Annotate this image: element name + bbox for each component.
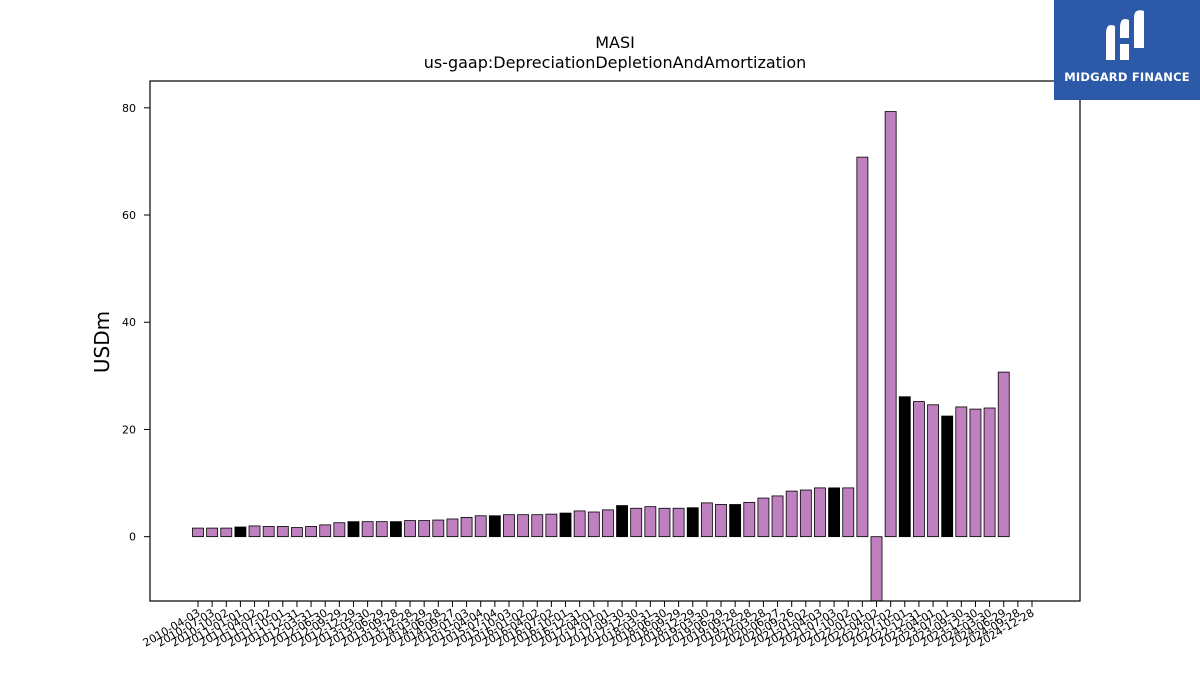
bar [913,401,925,538]
bar [771,495,784,538]
bar [658,507,671,538]
y-axis-label: USDm [90,311,114,373]
y-tick-label: 20 [122,423,136,436]
bar [941,415,954,538]
bar [700,502,713,538]
bar [503,514,515,538]
bar [474,515,487,538]
bar [644,506,657,538]
bar [531,514,544,538]
bar [234,526,247,538]
bar [969,408,982,538]
bar [220,527,233,538]
bar [616,505,628,538]
bar [192,527,204,538]
bar [799,489,812,538]
bar [997,371,1010,538]
bar [898,396,911,538]
bar [319,524,332,538]
bar [375,521,388,538]
midgard-logo-icon [1106,10,1144,60]
bar [404,520,416,538]
bar [432,519,445,538]
bar [856,156,869,538]
bar [446,518,459,538]
bar [715,504,727,538]
bar [305,526,317,538]
bar [814,487,826,538]
bar [602,509,614,538]
bar [672,507,685,538]
bar [842,487,855,538]
bar [460,516,473,538]
bar [347,521,360,538]
y-axis: 0 20 40 60 80 [122,102,150,544]
logo-text: MIDGARD FINANCE [1064,70,1190,84]
logo: MIDGARD FINANCE [1054,0,1200,100]
bar [389,521,402,538]
y-tick-label: 80 [122,102,136,115]
bar [418,520,431,538]
bar [785,490,798,538]
bar [757,497,770,538]
x-axis: 2010-04-032010-07-032010-10-022011-01-01… [141,601,1037,650]
bar [870,536,883,602]
bar [983,407,996,538]
plot-frame [149,80,1081,602]
bar [587,511,600,538]
bar [291,527,303,538]
bar [884,111,897,538]
bar [927,404,939,538]
bar [276,526,289,538]
bar [630,507,643,538]
bar [517,514,530,538]
y-tick-label: 0 [129,531,136,544]
bar [573,510,586,538]
bar [828,487,841,538]
bar [206,527,219,538]
bar [686,507,699,538]
bar [559,512,572,538]
bar [545,513,558,538]
chart-subtitle: us-gaap:DepreciationDepletionAndAmortiza… [423,53,807,72]
bar [262,526,275,538]
bars [192,111,1010,602]
y-tick-label: 40 [122,316,136,329]
bar [361,521,374,538]
chart-title: MASI [595,33,635,52]
bar [729,504,742,538]
bar [743,501,756,538]
bar [955,406,968,538]
bar [248,525,261,538]
bar [488,515,501,538]
bar [333,522,346,538]
y-tick-label: 60 [122,209,136,222]
